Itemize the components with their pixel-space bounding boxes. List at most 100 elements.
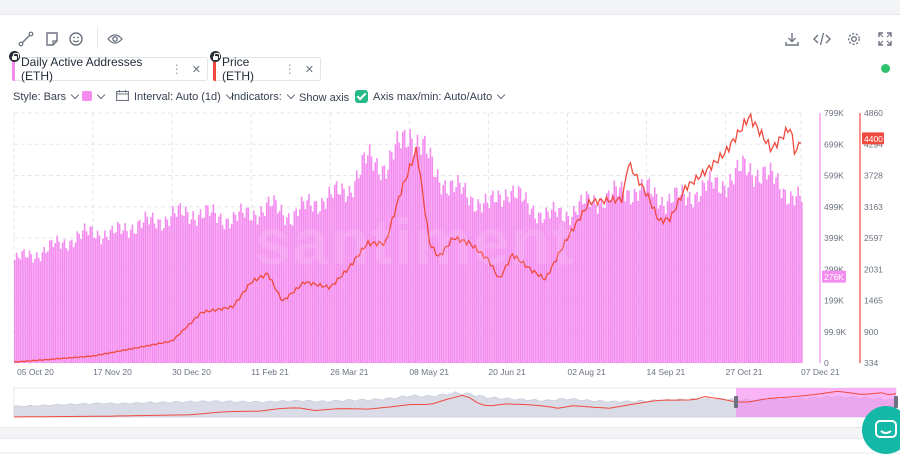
bar: [587, 194, 590, 363]
bar: [372, 170, 375, 363]
y-left-tick: 0: [824, 358, 829, 368]
bar: [554, 211, 557, 363]
bar: [683, 194, 685, 363]
bar: [47, 251, 49, 363]
bar: [703, 183, 706, 363]
chat-support-button[interactable]: [862, 406, 900, 454]
bar: [129, 229, 132, 363]
bar: [227, 218, 229, 363]
checkbox-checked-icon[interactable]: [355, 90, 369, 103]
bar: [460, 194, 463, 363]
metric-chip-daily-active-addresses[interactable]: Daily Active Addresses (ETH) ⋮ ✕: [9, 51, 208, 83]
settings-gear-icon[interactable]: [845, 30, 863, 48]
bar: [620, 181, 623, 363]
show-axis-toggle[interactable]: Show axis: [299, 90, 369, 104]
bar: [34, 258, 36, 363]
note-icon[interactable]: [43, 30, 61, 48]
interval-dropdown[interactable]: Interval: Auto (1d): [116, 90, 235, 104]
indicators-dropdown[interactable]: Indicators:: [231, 90, 295, 104]
bar: [458, 182, 461, 363]
bar: [400, 148, 402, 363]
bar: [442, 185, 445, 363]
close-icon[interactable]: ✕: [304, 63, 314, 76]
axis-minmax-dropdown[interactable]: Axis max/min: Auto/Auto: [373, 90, 506, 104]
style-dropdown[interactable]: Style: Bars: [13, 90, 80, 104]
kebab-menu-icon[interactable]: ⋮: [283, 62, 296, 76]
embed-code-icon[interactable]: [813, 30, 831, 48]
bar: [363, 152, 365, 363]
bar: [280, 204, 283, 363]
bar: [205, 204, 207, 363]
bar: [208, 216, 211, 363]
bar: [78, 233, 80, 363]
bar: [153, 223, 156, 363]
y-left-tick: 499K: [824, 202, 844, 212]
color-picker[interactable]: [82, 90, 106, 104]
bar: [778, 189, 781, 363]
bar: [637, 200, 639, 363]
bar: [422, 138, 424, 363]
live-status-dot: [881, 64, 890, 73]
bar: [291, 225, 294, 363]
bar: [646, 180, 649, 363]
bar: [271, 205, 274, 363]
bar: [317, 213, 319, 363]
emoji-icon[interactable]: [67, 30, 85, 48]
bar: [188, 223, 191, 363]
bar: [115, 232, 117, 363]
bar: [19, 259, 22, 363]
bar: [694, 194, 696, 363]
bar: [287, 213, 290, 363]
bar: [600, 197, 603, 363]
bar: [596, 213, 599, 363]
bar: [275, 199, 277, 363]
close-icon[interactable]: ✕: [191, 63, 201, 76]
color-swatch: [82, 91, 92, 101]
bar: [455, 187, 457, 363]
eye-icon[interactable]: [106, 30, 124, 48]
bar: [142, 222, 145, 363]
bar: [96, 230, 99, 363]
bar: [791, 195, 794, 363]
bar: [661, 196, 663, 363]
bar: [104, 230, 106, 363]
bar: [333, 184, 336, 363]
bar: [155, 228, 158, 363]
bar: [170, 216, 172, 363]
bar: [326, 198, 329, 363]
bar: [344, 201, 347, 363]
chat-icon: [875, 420, 897, 438]
bar: [164, 216, 167, 363]
metric-chip-price[interactable]: Price (ETH) ⋮ ✕: [210, 51, 321, 83]
bar: [50, 240, 53, 363]
bar: [541, 222, 544, 363]
bar: [379, 180, 382, 363]
kebab-menu-icon[interactable]: ⋮: [170, 62, 183, 76]
bar: [626, 190, 628, 363]
bar: [688, 191, 691, 363]
bar: [236, 220, 239, 363]
download-icon[interactable]: [783, 30, 801, 48]
line-tool-icon[interactable]: [17, 30, 35, 48]
bar: [742, 155, 744, 363]
bar: [28, 250, 31, 363]
bar: [471, 197, 474, 363]
bar: [128, 238, 130, 363]
bar: [556, 217, 559, 363]
bar: [41, 252, 44, 363]
bar: [36, 252, 38, 363]
bar: [14, 259, 16, 363]
bar: [37, 257, 40, 363]
bar: [32, 262, 34, 363]
x-tick-label: 17 Nov 20: [93, 367, 132, 377]
bar: [595, 204, 597, 363]
bar: [536, 223, 538, 363]
bar: [76, 231, 79, 363]
bar: [242, 212, 244, 363]
bar: [681, 185, 684, 363]
bar: [109, 229, 112, 363]
bar: [552, 201, 555, 363]
fullscreen-icon[interactable]: [876, 30, 894, 48]
bar: [26, 257, 29, 363]
